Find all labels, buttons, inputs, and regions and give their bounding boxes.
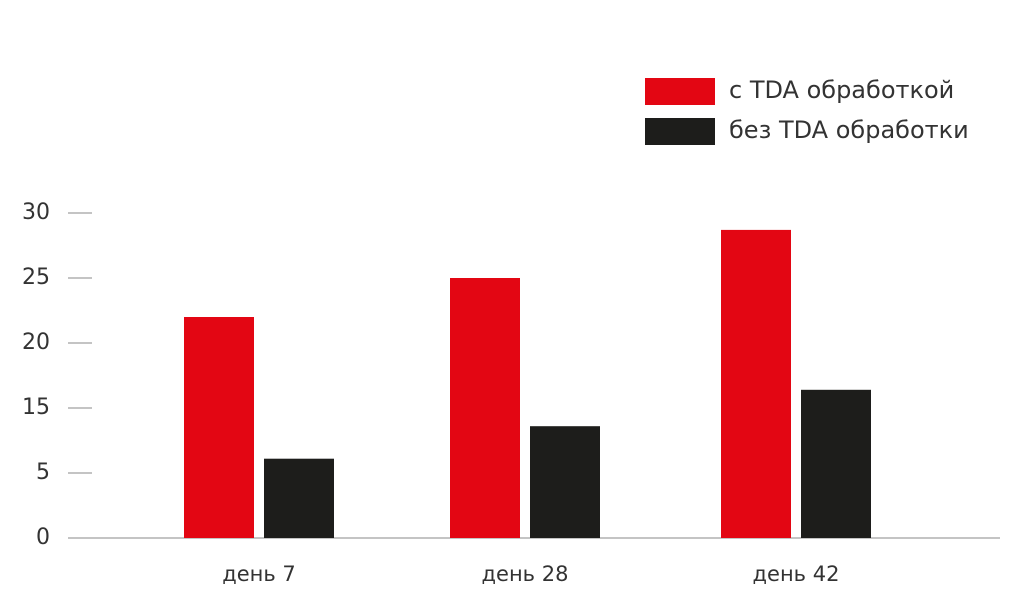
legend-label: без TDA обработки: [729, 116, 969, 144]
bar: [530, 426, 600, 538]
bar: [184, 317, 254, 538]
y-tick-label: 15: [22, 395, 50, 420]
bar: [721, 229, 791, 538]
bar: [450, 278, 520, 538]
bar: [264, 458, 334, 538]
y-tick-label: 0: [36, 525, 50, 550]
y-tick-label: 20: [22, 330, 50, 355]
y-tick-label: 30: [22, 200, 50, 225]
x-tick-label: день 28: [482, 562, 569, 586]
legend-label: с TDA обработкой: [729, 76, 954, 104]
bar: [801, 389, 871, 538]
legend-swatch: [645, 78, 715, 105]
legend-swatch: [645, 118, 715, 145]
y-tick-label: 25: [22, 265, 50, 290]
x-tick-label: день 7: [222, 562, 296, 586]
x-tick-label: день 42: [753, 562, 840, 586]
y-tick-label: 5: [36, 460, 50, 485]
